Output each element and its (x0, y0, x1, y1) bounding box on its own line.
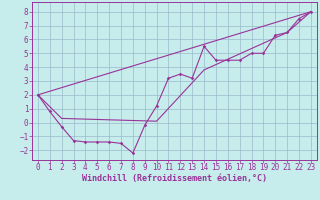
X-axis label: Windchill (Refroidissement éolien,°C): Windchill (Refroidissement éolien,°C) (82, 174, 267, 183)
